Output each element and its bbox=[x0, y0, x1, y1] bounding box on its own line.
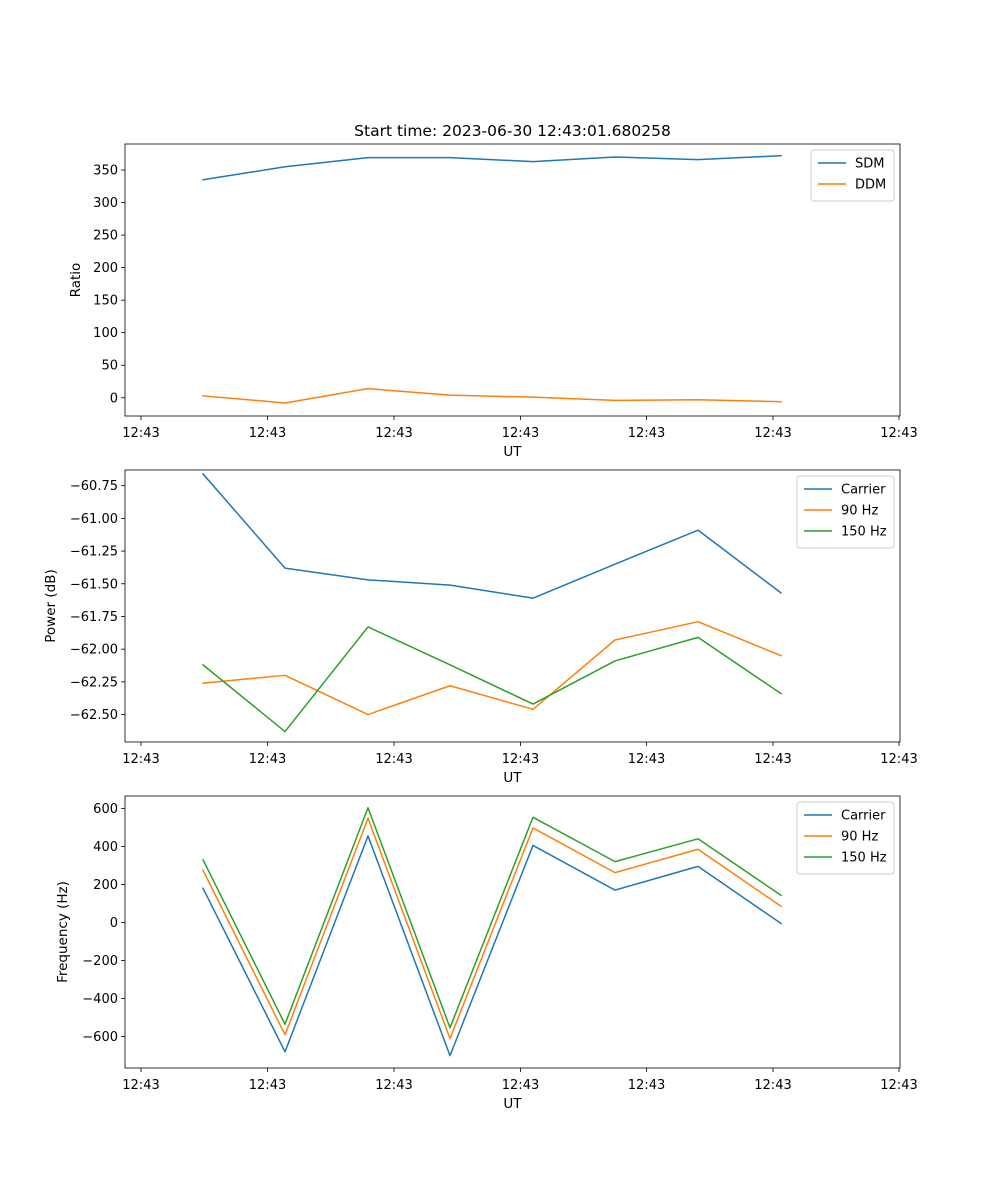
x-axis-label: UT bbox=[503, 770, 522, 786]
series-line-150-hz bbox=[201, 626, 783, 733]
x-tick-label: 12:43 bbox=[249, 752, 286, 767]
y-tick-label: −62.00 bbox=[70, 643, 118, 658]
x-tick-label: 12:43 bbox=[122, 426, 159, 441]
y-tick-label: 200 bbox=[93, 878, 118, 893]
legend-label: 90 Hz bbox=[841, 830, 878, 845]
y-tick-label: 300 bbox=[93, 196, 118, 211]
series-line-ddm bbox=[202, 387, 782, 404]
x-tick-label: 12:43 bbox=[249, 426, 286, 441]
x-tick-label: 12:43 bbox=[122, 1078, 159, 1093]
legend: Carrier 90 Hz 150 Hz bbox=[796, 801, 895, 875]
y-tick-label: 0 bbox=[110, 916, 118, 931]
y-tick-label: 600 bbox=[93, 802, 118, 817]
y-tick-label: −62.50 bbox=[70, 708, 118, 723]
legend-label: 150 Hz bbox=[841, 525, 887, 540]
series-line-carrier bbox=[201, 835, 783, 1057]
y-tick-label: 0 bbox=[110, 391, 118, 406]
series-line-sdm bbox=[202, 154, 782, 181]
x-tick-label: 12:43 bbox=[754, 1078, 791, 1093]
y-tick-label: 200 bbox=[93, 261, 118, 276]
legend-label: SDM bbox=[855, 157, 884, 172]
x-axis-label: UT bbox=[503, 1096, 522, 1112]
chart-title: Start time: 2023-06-30 12:43:01.680258 bbox=[354, 122, 671, 140]
y-tick-label: −61.25 bbox=[70, 545, 118, 560]
y-tick-label: 350 bbox=[93, 164, 118, 179]
legend: SDM DDM bbox=[810, 149, 895, 202]
y-tick-label: 50 bbox=[101, 359, 118, 374]
x-tick-label: 12:43 bbox=[249, 1078, 286, 1093]
y-tick-label: −200 bbox=[82, 954, 118, 969]
y-tick-label: −60.75 bbox=[70, 479, 118, 494]
y-tick-label: −61.00 bbox=[70, 512, 118, 527]
y-axis-label: Ratio bbox=[68, 263, 84, 298]
x-tick-label: 12:43 bbox=[628, 1078, 665, 1093]
series-line-90-hz bbox=[201, 817, 783, 1040]
y-axis-label: Frequency (Hz) bbox=[55, 881, 71, 983]
y-tick-label: 250 bbox=[93, 229, 118, 244]
x-axis-label: UT bbox=[503, 444, 522, 460]
legend-box bbox=[796, 801, 895, 875]
x-tick-label: 12:43 bbox=[375, 426, 412, 441]
x-tick-label: 12:43 bbox=[122, 752, 159, 767]
x-tick-label: 12:43 bbox=[502, 752, 539, 767]
y-axis-label: Power (dB) bbox=[43, 569, 59, 642]
y-tick-label: 100 bbox=[93, 326, 118, 341]
y-tick-label: −62.25 bbox=[70, 675, 118, 690]
axes-frame bbox=[124, 143, 901, 417]
x-tick-label: 12:43 bbox=[880, 426, 917, 441]
legend-label: Carrier bbox=[841, 809, 886, 824]
axes-frame bbox=[124, 795, 901, 1069]
legend-label: DDM bbox=[855, 178, 886, 193]
series-group bbox=[202, 154, 782, 404]
axes-frame bbox=[124, 469, 901, 743]
y-tick-label: −61.75 bbox=[70, 610, 118, 625]
y-tick-label: 400 bbox=[93, 840, 118, 855]
legend-label: 90 Hz bbox=[841, 504, 878, 519]
x-tick-label: 12:43 bbox=[375, 752, 412, 767]
legend-label: 150 Hz bbox=[841, 851, 887, 866]
x-tick-label: 12:43 bbox=[880, 1078, 917, 1093]
y-tick-label: −400 bbox=[82, 992, 118, 1007]
x-tick-label: 12:43 bbox=[880, 752, 917, 767]
x-tick-label: 12:43 bbox=[502, 426, 539, 441]
chart-panel-1: 12:43 12:43 12:43 12:43 12:43 12:43 12:43 0 50 10… bbox=[68, 122, 918, 460]
legend-box bbox=[796, 475, 895, 549]
x-tick-label: 12:43 bbox=[754, 426, 791, 441]
y-tick-label: −600 bbox=[82, 1030, 118, 1045]
legend: Carrier 90 Hz 150 Hz bbox=[796, 475, 895, 549]
x-tick-label: 12:43 bbox=[628, 752, 665, 767]
series-line-90-hz bbox=[202, 620, 782, 716]
y-tick-label: 150 bbox=[93, 294, 118, 309]
legend-label: Carrier bbox=[841, 483, 886, 498]
series-line-150-hz bbox=[201, 807, 783, 1029]
x-tick-label: 12:43 bbox=[628, 426, 665, 441]
x-tick-label: 12:43 bbox=[502, 1078, 539, 1093]
series-line-carrier bbox=[201, 472, 783, 599]
chart-panel-3: 12:43 12:43 12:43 12:43 12:43 12:43 12:43 −600 −… bbox=[55, 795, 918, 1112]
series-group bbox=[201, 472, 783, 733]
y-tick-label: −61.50 bbox=[70, 577, 118, 592]
x-tick-label: 12:43 bbox=[754, 752, 791, 767]
chart-panel-2: 12:43 12:43 12:43 12:43 12:43 12:43 12:43 −62.5… bbox=[43, 469, 918, 786]
x-tick-label: 12:43 bbox=[375, 1078, 412, 1093]
series-group bbox=[201, 807, 783, 1057]
